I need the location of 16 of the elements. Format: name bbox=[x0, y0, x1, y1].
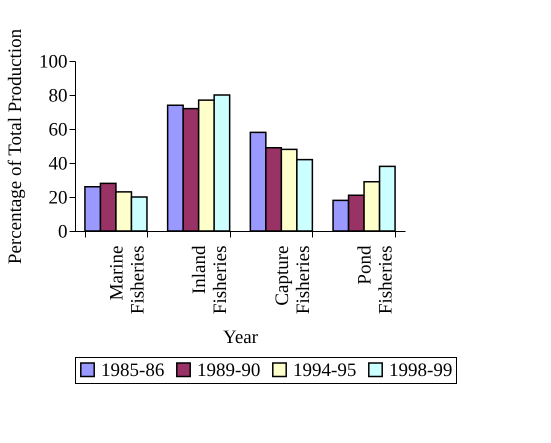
y-tick-label: 20 bbox=[48, 188, 68, 208]
y-tick-label: 0 bbox=[58, 222, 68, 242]
y-tick-label: 40 bbox=[48, 154, 68, 174]
legend-label: 1994-95 bbox=[293, 360, 356, 381]
x-axis-title: Year bbox=[222, 327, 259, 348]
legend-label: 1985-86 bbox=[101, 360, 164, 381]
x-tick-label: Pond Fisheries bbox=[354, 245, 397, 314]
x-tick-label: Capture Fisheries bbox=[272, 246, 314, 314]
y-tick-label: 80 bbox=[48, 86, 68, 106]
y-axis-title: Percentage of Total Production bbox=[5, 28, 26, 264]
y-tick-label: 100 bbox=[39, 52, 68, 72]
y-tick-label: 60 bbox=[48, 120, 68, 140]
x-tick-label: Marine Fisheries bbox=[106, 246, 148, 314]
x-tick-label: Inland Fisheries bbox=[189, 245, 232, 314]
legend-label: 1998-99 bbox=[389, 360, 452, 381]
legend-label: 1989-90 bbox=[197, 360, 260, 381]
